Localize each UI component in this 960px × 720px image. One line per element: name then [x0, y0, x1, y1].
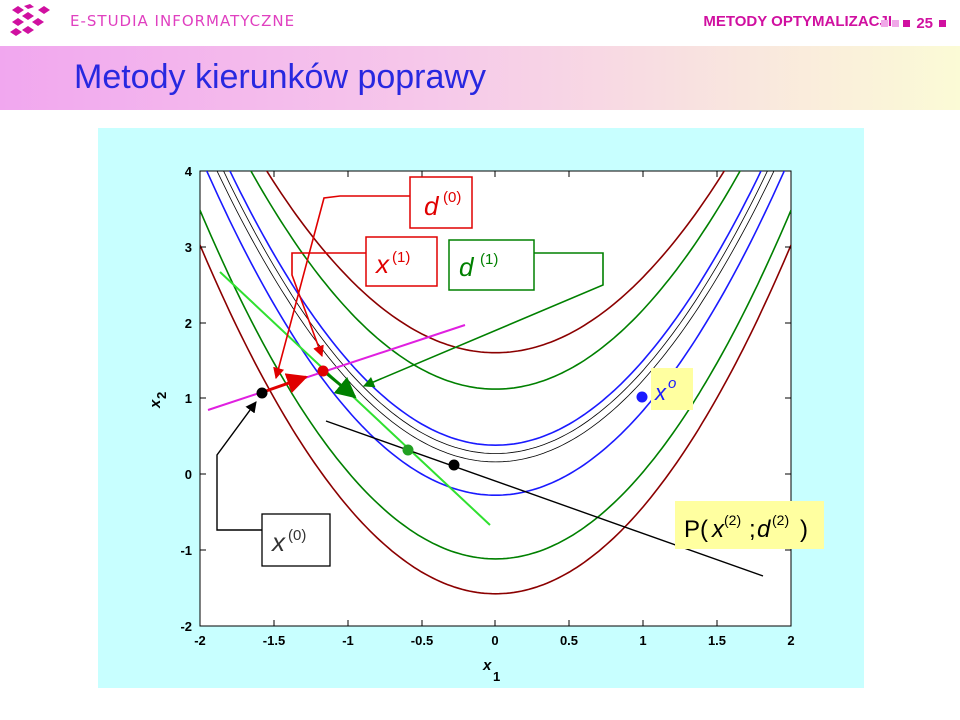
pager-square	[892, 19, 900, 27]
point-xo	[636, 391, 648, 403]
x-axis-label-sub: 1	[493, 669, 500, 684]
leader-d0	[273, 195, 410, 380]
label-p-d-sup: (2)	[772, 512, 789, 528]
leader-x1	[291, 252, 366, 358]
pager-square	[881, 19, 889, 27]
ticks	[199, 170, 792, 627]
y-tick-label: -1	[180, 543, 192, 558]
label-xo: x	[654, 380, 667, 405]
x-axis-label: x	[482, 657, 492, 674]
contour-dark-red-inner	[200, 244, 791, 595]
x-tick-label: -1	[342, 633, 354, 648]
point-x0	[256, 387, 268, 399]
x-tick-label: -1.5	[263, 633, 285, 648]
leader-x0	[216, 401, 262, 531]
leader-d1	[362, 252, 604, 388]
slide-title: Metody kierunków poprawy	[74, 58, 486, 96]
label-box-d0: d (0)	[409, 176, 473, 229]
x-tick-label: 1.5	[708, 633, 726, 648]
label-p-x-sup: (2)	[724, 512, 741, 528]
label-x0: x	[270, 527, 286, 557]
y-tick-label: -2	[180, 619, 192, 634]
label-box-x1: x (1)	[365, 236, 438, 287]
direction-line-magenta	[207, 324, 466, 411]
y-tick-label: 4	[185, 164, 193, 179]
brand-name: E-STUDIA INFORMATYCZNE	[70, 12, 296, 30]
point-x2	[402, 444, 414, 456]
y-axis-label: x	[147, 399, 164, 409]
contour-green-outer	[249, 171, 742, 390]
slide-header: E-STUDIA INFORMATYCZNE METODY OPTYMALIZA…	[0, 0, 960, 46]
page-number: 25	[916, 14, 933, 32]
label-p-d: d	[757, 516, 771, 543]
x-tick-label: -0.5	[411, 633, 433, 648]
contour-dark-red-outer	[265, 171, 726, 354]
x-tick-label: 2	[787, 633, 794, 648]
label-x1: x	[374, 249, 390, 279]
pager-square	[903, 19, 911, 27]
label-p-x: x	[711, 516, 725, 543]
label-x0-sup: (0)	[288, 527, 306, 544]
label-box-x0: x (0)	[261, 513, 331, 567]
direction-line-light-green	[219, 271, 491, 526]
x-tick-label: 0	[491, 633, 498, 648]
label-box-xo: x o	[651, 368, 693, 410]
label-xo-sup: o	[668, 375, 676, 392]
y-tick-labels: -2 -1 0 1 2 3 4	[180, 164, 192, 634]
arrow-d0	[265, 373, 308, 394]
label-box-p: P( x (2) ; d (2) )	[675, 501, 824, 549]
x-tick-label: 1	[639, 633, 646, 648]
title-band	[0, 46, 960, 110]
x-tick-label: 0.5	[560, 633, 578, 648]
label-d0: d	[424, 191, 440, 221]
label-x1-sup: (1)	[392, 249, 410, 266]
y-axis-label-sub: 2	[154, 392, 169, 399]
label-d1-sup: (1)	[480, 251, 498, 268]
pager-square	[939, 19, 946, 27]
x-tick-label: -2	[194, 633, 206, 648]
label-d1: d	[459, 252, 475, 282]
course-name: METODY OPTYMALIZACJI	[703, 13, 892, 30]
logo-icon	[10, 4, 50, 36]
x-tick-labels: -2 -1.5 -1 -0.5 0 0.5 1 1.5 2	[194, 633, 794, 648]
label-d0-sup: (0)	[443, 189, 461, 206]
contour-thin-1	[223, 171, 768, 454]
label-p-close: )	[800, 516, 808, 543]
y-tick-label: 2	[185, 316, 192, 331]
label-p-sep: ;	[749, 516, 756, 543]
y-tick-label: 1	[185, 391, 192, 406]
direction-line-black	[325, 420, 764, 577]
point-x1	[317, 365, 329, 377]
label-p-open: P(	[684, 516, 708, 543]
arrow-d1	[325, 371, 357, 399]
point-x3	[448, 459, 460, 471]
contour-lines	[200, 171, 791, 595]
y-tick-label: 0	[185, 467, 192, 482]
page-indicator: 25	[881, 13, 946, 33]
label-box-d1: d (1)	[448, 239, 535, 291]
y-axis-label-group: x 2	[147, 392, 169, 409]
contour-thin-2	[216, 171, 775, 463]
y-tick-label: 3	[185, 240, 192, 255]
